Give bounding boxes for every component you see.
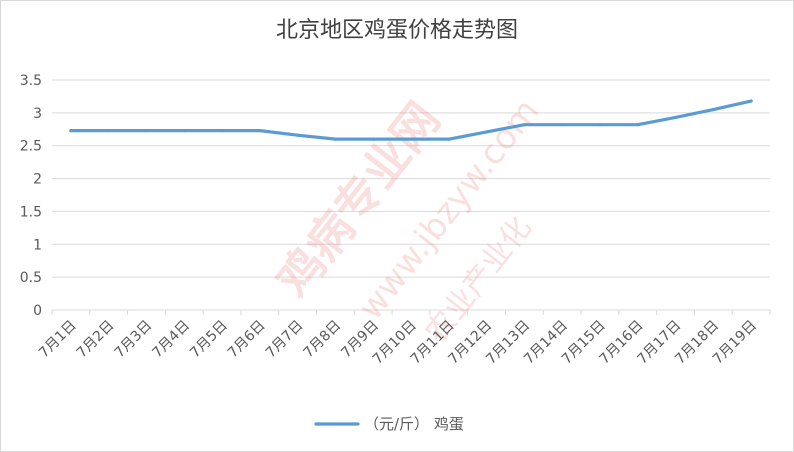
series-layer xyxy=(69,99,753,141)
data-point xyxy=(107,129,111,133)
data-point xyxy=(182,129,186,133)
y-tick-label: 2.5 xyxy=(20,139,42,155)
data-point xyxy=(673,115,678,120)
data-point xyxy=(522,123,526,127)
data-point xyxy=(749,99,753,103)
data-point xyxy=(484,130,489,134)
legend: （元/斤） 鸡蛋 xyxy=(314,415,464,433)
y-tick-label: 0.5 xyxy=(20,270,42,286)
data-point xyxy=(636,123,640,127)
data-point xyxy=(144,129,149,133)
data-point xyxy=(258,129,262,133)
data-point xyxy=(69,129,73,133)
y-tick-label: 3.5 xyxy=(20,73,42,89)
x-tick-label: 7月4日 xyxy=(149,318,193,362)
data-point xyxy=(598,123,602,127)
data-point xyxy=(560,123,564,127)
y-tick-label: 0 xyxy=(33,303,42,319)
gridlines xyxy=(52,79,770,311)
data-point xyxy=(409,137,413,141)
y-tick-label: 1 xyxy=(33,237,42,253)
y-tick-label: 2 xyxy=(33,172,42,188)
chart-title: 北京地区鸡蛋价格走势图 xyxy=(275,18,518,43)
x-tick-label: 7月7日 xyxy=(263,318,307,362)
data-point xyxy=(220,129,224,133)
y-tick-label: 1.5 xyxy=(20,204,42,220)
data-point xyxy=(711,107,715,112)
data-point xyxy=(296,133,300,137)
data-point xyxy=(447,137,451,141)
x-tick-label: 7月6日 xyxy=(225,318,269,362)
data-point xyxy=(371,137,375,141)
y-axis-ticks: 0 0.5 1 1.5 2 2.5 3 3.5 xyxy=(20,73,42,319)
x-tick-label: 7月3日 xyxy=(112,318,156,362)
x-tick-label: 7月5日 xyxy=(187,318,231,362)
x-tick-label: 7月1日 xyxy=(36,318,80,362)
legend-label: （元/斤） 鸡蛋 xyxy=(364,415,464,433)
y-tick-label: 3 xyxy=(33,106,42,122)
x-tick-label: 7月2日 xyxy=(74,318,118,362)
data-point xyxy=(333,137,338,141)
x-axis-ticks: 7月1日7月2日7月3日7月4日7月5日7月6日7月7日7月8日7月9日7月10… xyxy=(36,310,771,368)
x-tick-label: 7月8日 xyxy=(301,318,345,362)
